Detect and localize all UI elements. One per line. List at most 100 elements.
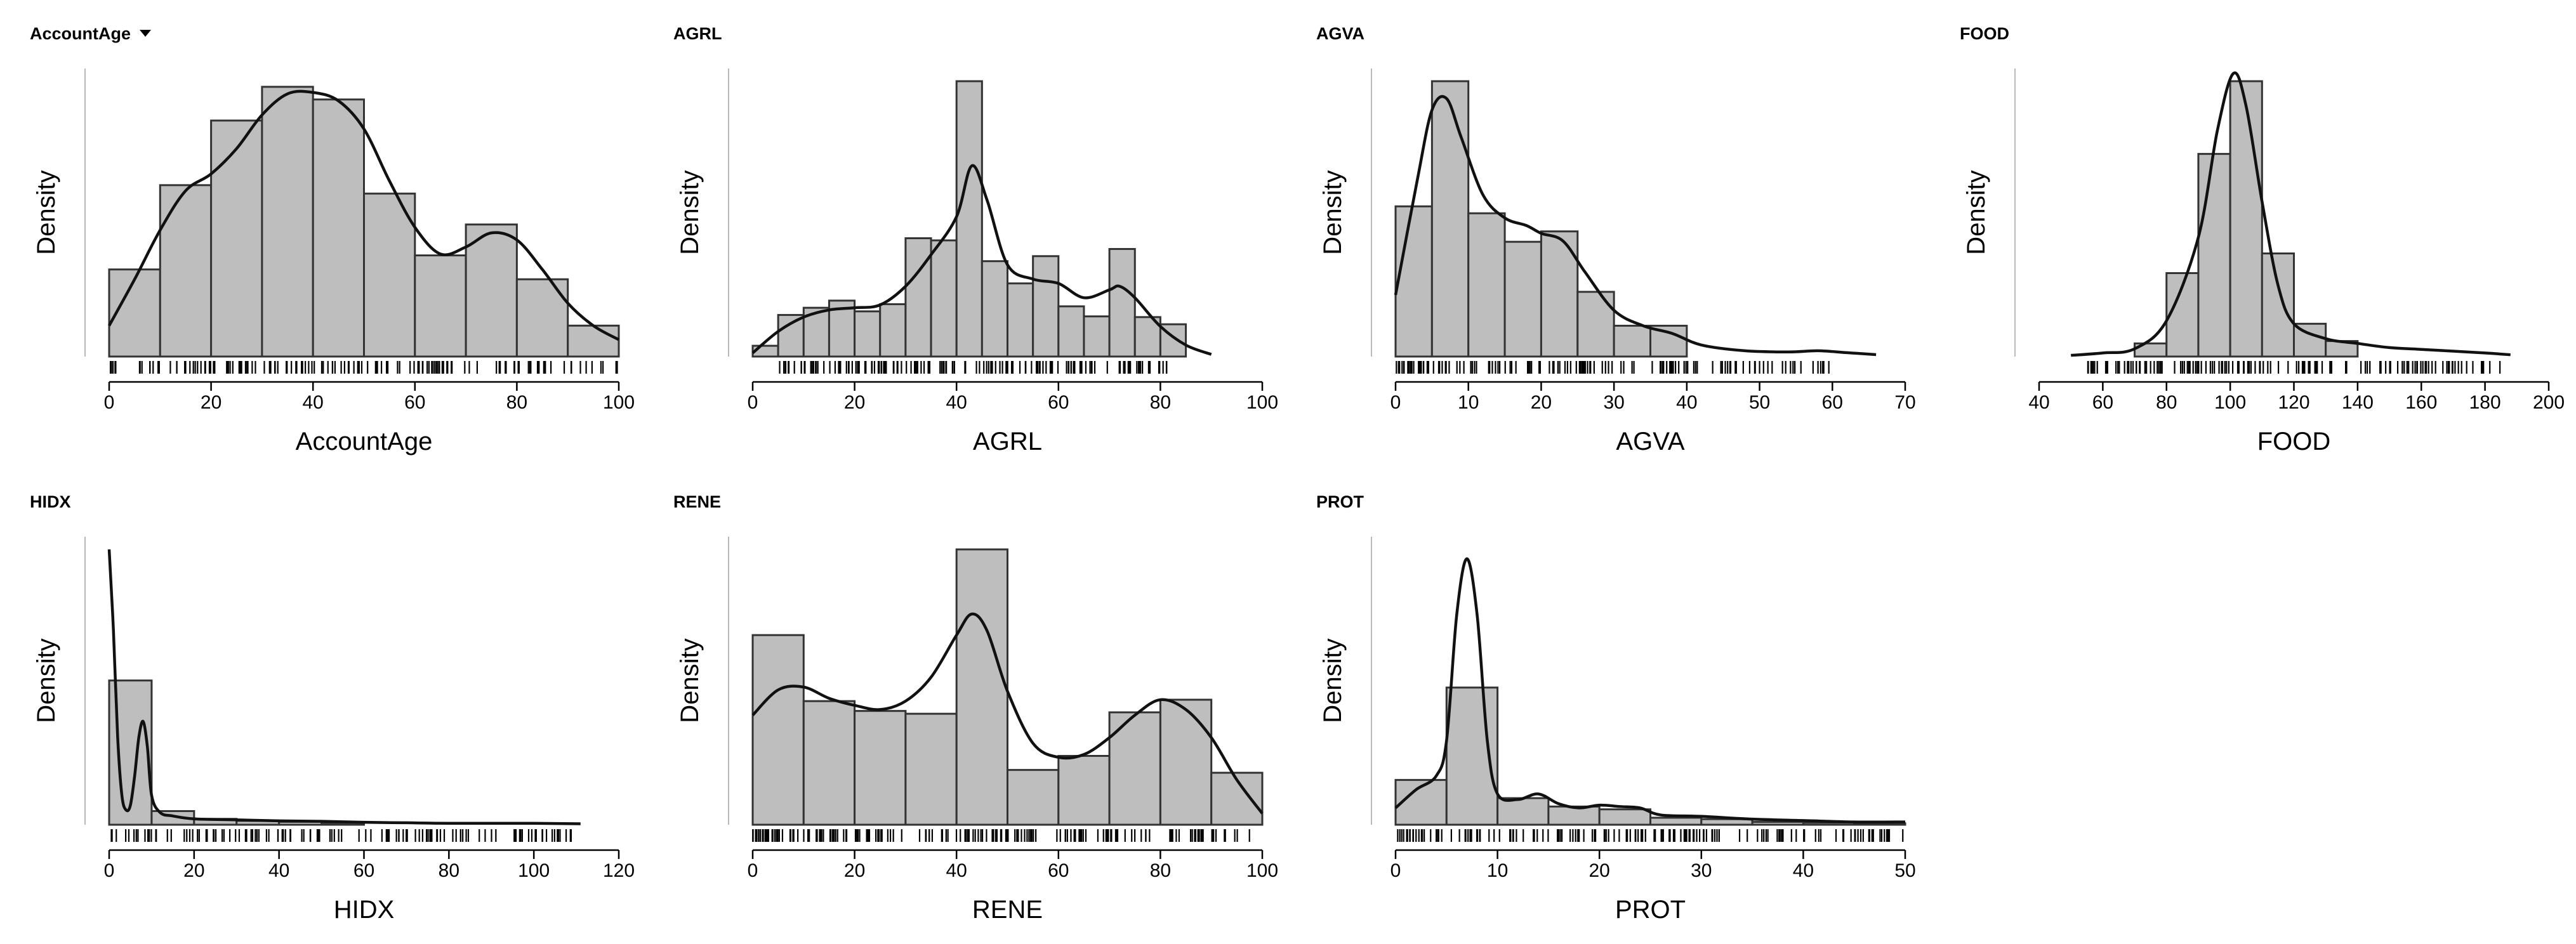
- histogram-bar-4: [261, 86, 314, 358]
- density-curve: [751, 612, 1264, 815]
- histogram-bar-11: [1007, 282, 1034, 358]
- x-tick-label: 60: [2092, 392, 2113, 413]
- panel-title: AccountAge: [30, 24, 131, 43]
- histogram-bar-3: [1467, 212, 1506, 358]
- x-tick-label: 100: [2214, 392, 2246, 413]
- density-curve: [1394, 557, 1906, 824]
- x-tick-label: 120: [603, 860, 635, 881]
- chart-panel-accountage: AccountAge Density 0 20 40 60 80 100 AccountAge: [30, 24, 635, 456]
- x-axis-label: AccountAge: [296, 428, 433, 456]
- panel-title: RENE: [673, 492, 721, 511]
- histogram-bar-14: [1083, 315, 1111, 358]
- histogram-bar-13: [1057, 305, 1085, 358]
- x-tick-label: 0: [104, 392, 115, 413]
- y-axis-label: Density: [676, 638, 704, 723]
- x-tick-label: 40: [946, 392, 967, 413]
- rug-marks: [1396, 361, 1830, 374]
- histogram-bar-6: [363, 192, 416, 358]
- histogram-bar-8: [930, 239, 958, 358]
- y-axis-label: Density: [1319, 170, 1347, 254]
- chart-panel-agva: AGVA Density 0 10 20 30 40 50 60 70 AGVA: [1316, 24, 1916, 456]
- histogram-bar-1: [751, 634, 805, 826]
- x-tick-label: 40: [1676, 392, 1697, 413]
- y-axis-label: Density: [32, 638, 60, 723]
- chart-panel-food: FOOD Density 40 60 80 100 120 140 160 180 200 FOOD: [1960, 24, 2565, 456]
- histogram-bar-4: [904, 712, 958, 826]
- x-tick-label: 80: [506, 392, 527, 413]
- x-tick-label: 100: [518, 860, 550, 881]
- x-axis-label: FOOD: [2257, 428, 2331, 456]
- x-tick-label: 40: [268, 860, 289, 881]
- x-tick-label: 120: [2278, 392, 2309, 413]
- histogram-bar-6: [879, 303, 907, 358]
- chart-panel-prot: PROT Density 0 10 20 30 40 50 PROT: [1316, 492, 1916, 924]
- y-axis-label: Density: [1319, 638, 1347, 723]
- x-tick-label: 0: [104, 860, 115, 881]
- histogram-bar-2: [777, 313, 805, 358]
- x-tick-label: 30: [1691, 860, 1712, 881]
- x-tick-label: 140: [2342, 392, 2374, 413]
- x-axis-label: RENE: [972, 896, 1043, 924]
- x-tick-label: 60: [353, 860, 374, 881]
- x-tick-label: 40: [1793, 860, 1814, 881]
- x-tick-label: 0: [748, 860, 758, 881]
- x-axis-label: HIDX: [334, 896, 395, 924]
- x-tick-label: 20: [183, 860, 204, 881]
- chart-panel-agrl: AGRL Density 0 20 40 60 80 100 AGRL: [673, 24, 1278, 456]
- density-curve: [2071, 71, 2511, 357]
- x-tick-label: 60: [1048, 860, 1069, 881]
- histogram-bar-5: [1598, 808, 1652, 826]
- histogram-bar-10: [567, 324, 620, 358]
- dropdown-caret-icon[interactable]: [140, 30, 152, 37]
- histogram-bar-15: [1108, 247, 1136, 358]
- rug-marks: [109, 361, 618, 374]
- histogram-bar-5: [2261, 252, 2295, 358]
- histogram-bar-1: [1394, 205, 1433, 358]
- histogram-bar-4: [1503, 240, 1542, 358]
- histogram-bar-6: [1649, 816, 1703, 826]
- histogram-bar-4: [1547, 805, 1601, 826]
- histogram-bar-6: [1576, 291, 1615, 358]
- x-tick-label: 160: [2405, 392, 2437, 413]
- panel-title: FOOD: [1960, 24, 2009, 43]
- histogram-bar-8: [465, 223, 518, 358]
- histogram-bar-7: [1057, 755, 1111, 826]
- y-axis-label: Density: [1962, 170, 1990, 254]
- histogram-bar-3: [854, 710, 907, 826]
- panel-title: AGRL: [673, 24, 722, 43]
- x-tick-label: 60: [1048, 392, 1069, 413]
- histogram-bar-3: [1496, 797, 1550, 826]
- histogram-bar-5: [312, 98, 366, 358]
- rug-marks: [779, 361, 1168, 374]
- histogram-bar-6: [1007, 769, 1060, 826]
- x-tick-label: 10: [1487, 860, 1508, 881]
- density-curve: [107, 549, 581, 825]
- panel-title: AGVA: [1316, 24, 1364, 43]
- histogram-bar-5: [955, 548, 1009, 826]
- x-tick-label: 50: [1894, 860, 1915, 881]
- x-axis-label: PROT: [1615, 896, 1686, 924]
- rug-marks: [110, 829, 572, 842]
- x-tick-label: 40: [946, 860, 967, 881]
- x-tick-label: 80: [1150, 860, 1171, 881]
- x-tick-label: 20: [844, 392, 865, 413]
- x-tick-label: 20: [1589, 860, 1610, 881]
- x-tick-label: 50: [1749, 392, 1770, 413]
- x-tick-label: 200: [2533, 392, 2565, 413]
- rug-marks: [1397, 829, 1904, 842]
- x-tick-label: 80: [2156, 392, 2177, 413]
- x-tick-label: 100: [603, 392, 635, 413]
- x-tick-label: 40: [303, 392, 324, 413]
- histogram-bar-9: [955, 80, 983, 358]
- histogram-bar-2: [159, 184, 213, 358]
- histogram-bar-7: [414, 254, 467, 358]
- x-tick-label: 0: [748, 392, 758, 413]
- histogram-bar-7: [2325, 340, 2359, 358]
- histogram-bar-10: [981, 260, 1008, 358]
- chart-panel-hidx: HIDX Density 0 20 40 60 80 100 120 HIDX: [30, 492, 635, 924]
- x-tick-label: 80: [439, 860, 459, 881]
- x-tick-label: 60: [1822, 392, 1843, 413]
- histogram-bar-9: [515, 278, 569, 358]
- x-tick-label: 80: [1150, 392, 1171, 413]
